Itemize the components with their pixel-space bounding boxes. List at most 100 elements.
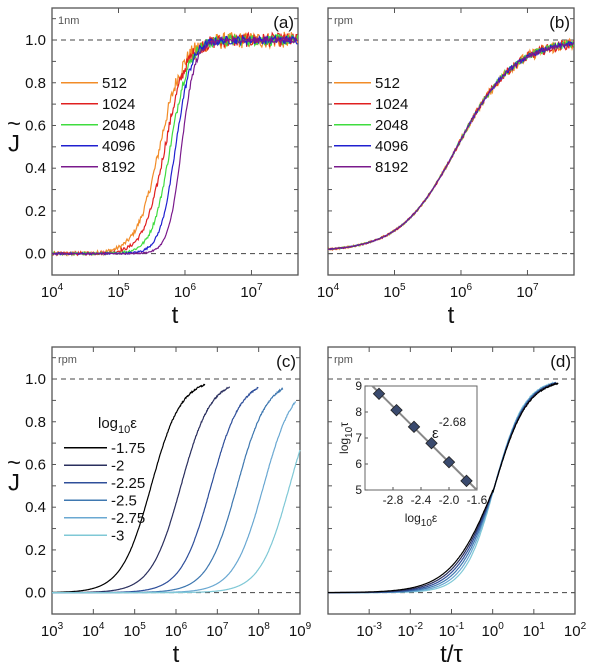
inset-data-point: [425, 436, 438, 450]
annotation-exponent: -2.68: [439, 415, 467, 429]
corner-label: rpm: [334, 354, 353, 366]
x-tick-label: 109: [289, 621, 312, 640]
tick-base: 10: [41, 623, 58, 640]
series-line-512: [52, 31, 298, 257]
inset-data-point: [442, 455, 456, 469]
x-tick-label: 10-2: [398, 621, 424, 640]
panel-label: (c): [276, 352, 296, 371]
x-tick-label: 106: [165, 621, 188, 640]
legend-label: 8192: [375, 159, 408, 176]
x-tick-label: 104: [82, 621, 105, 640]
tick-base: 10: [289, 623, 306, 640]
panel-label: (a): [273, 13, 294, 32]
tick-base: 10: [107, 284, 124, 301]
x-axis-label: t: [173, 641, 180, 666]
legend-label: -2.75: [111, 510, 145, 527]
tick-exponent: 5: [400, 282, 406, 293]
corner-label: rpm: [58, 354, 77, 366]
tick-base: 10: [439, 623, 456, 640]
tick-exponent: 3: [58, 621, 64, 632]
inset-x-tick-label: -1.6: [467, 493, 488, 507]
legend-label: -2: [111, 457, 124, 474]
tick-base: 10: [523, 623, 540, 640]
y-tick-label: 0.0: [25, 246, 46, 263]
x-tick-label: 104: [41, 282, 64, 301]
legend-label: 512: [102, 75, 127, 92]
xlabel-symbol: ε: [432, 511, 438, 525]
tick-exponent: 5: [124, 282, 130, 293]
tick-exponent: 8: [264, 621, 270, 632]
x-axis-label: t: [448, 302, 455, 329]
x-tick-label: 108: [248, 621, 271, 640]
legend-label: -3: [111, 527, 124, 544]
tick-base: 10: [41, 284, 58, 301]
y-tick-label: 0.8: [25, 414, 46, 431]
tick-base: 10: [450, 284, 467, 301]
inset-y-axis-label: log10τ: [337, 422, 355, 454]
tick-exponent: 0: [498, 621, 504, 632]
legend-label: 2048: [375, 117, 408, 134]
y-axis-tilde: ~: [7, 450, 21, 477]
corner-label: rpm: [334, 15, 353, 27]
series-line-1024: [328, 39, 574, 251]
tick-base: 10: [240, 284, 257, 301]
x-tick-label: 106: [174, 282, 197, 301]
inset-fit-annotation: ε-2.68: [432, 415, 466, 442]
inset-data-point: [390, 403, 403, 417]
inset-y-tick-label: 9: [355, 379, 362, 393]
y-tick-label: 0.0: [25, 585, 46, 602]
inset-x-tick-label: -2.0: [439, 493, 460, 507]
series-line-8192: [328, 41, 574, 250]
tick-base: 10: [82, 623, 99, 640]
tick-base: 10: [248, 623, 265, 640]
y-tick-label: 0.4: [25, 160, 46, 177]
plot-frame: [327, 346, 576, 615]
inset-fit-line: [371, 385, 478, 491]
xlabel-base: log: [405, 511, 421, 525]
tick-exponent: 9: [306, 621, 312, 632]
x-tick-label: 107: [240, 282, 263, 301]
tick-base: 10: [356, 623, 373, 640]
tick-exponent: 4: [58, 282, 64, 293]
legend-title-symbol: ε: [130, 415, 137, 432]
x-tick-label: 107: [516, 282, 539, 301]
annotation-base: ε: [432, 425, 439, 442]
legend-label: 8192: [102, 159, 135, 176]
y-tick-label: 0.2: [25, 542, 46, 559]
panel-label: (d): [550, 352, 571, 371]
tick-base: 10: [482, 623, 499, 640]
inset-x-tick-label: -2.8: [383, 493, 404, 507]
y-tick-label: 0.4: [25, 499, 46, 516]
legend-label: -2.25: [111, 475, 145, 492]
legend-label: -2.5: [111, 492, 137, 509]
series-line--2.5: [52, 387, 284, 594]
y-axis-tilde: ~: [7, 111, 21, 138]
panel-label: (b): [549, 13, 570, 32]
y-axis-label: J: [8, 470, 20, 497]
tick-exponent: 5: [140, 621, 146, 632]
plot-frame: [327, 7, 575, 276]
tick-exponent: -3: [373, 621, 382, 632]
tick-exponent: 7: [257, 282, 263, 293]
x-tick-label: 107: [206, 621, 229, 640]
tick-exponent: -1: [455, 621, 464, 632]
tick-exponent: 6: [467, 282, 473, 293]
tick-base: 10: [124, 623, 141, 640]
legend-label: 4096: [375, 138, 408, 155]
series-line-8192: [52, 35, 298, 256]
inset-y-tick-label: 7: [355, 431, 362, 445]
corner-label: 1nm: [58, 15, 79, 27]
ylabel-symbol: τ: [337, 422, 351, 427]
x-tick-label: 101: [523, 621, 546, 640]
x-axis-label: t: [172, 302, 179, 329]
tick-exponent: 6: [191, 282, 197, 293]
legend-title-subscript: 10: [118, 424, 130, 436]
plot-frame: [51, 346, 301, 615]
tick-base: 10: [564, 623, 581, 640]
inset-y-tick-label: 8: [355, 405, 362, 419]
tick-base: 10: [165, 623, 182, 640]
x-tick-label: 100: [482, 621, 505, 640]
